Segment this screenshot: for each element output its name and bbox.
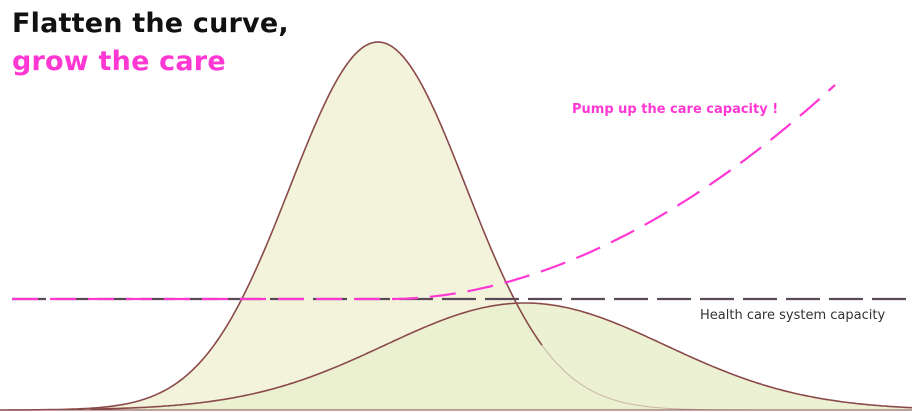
capacity-annotation: Health care system capacity	[700, 308, 886, 323]
tall-peak-curve-fill	[0, 42, 912, 410]
pump-up-annotation: Pump up the care capacity !	[572, 102, 779, 117]
tall-peak-curve	[0, 41, 543, 411]
flattened-curve	[90, 302, 912, 410]
title-line-2: grow the care	[12, 46, 226, 77]
title-line-1: Flatten the curve,	[12, 8, 289, 39]
care-capacity-growth-line	[12, 84, 836, 301]
flattened-curve-fill	[90, 303, 912, 410]
